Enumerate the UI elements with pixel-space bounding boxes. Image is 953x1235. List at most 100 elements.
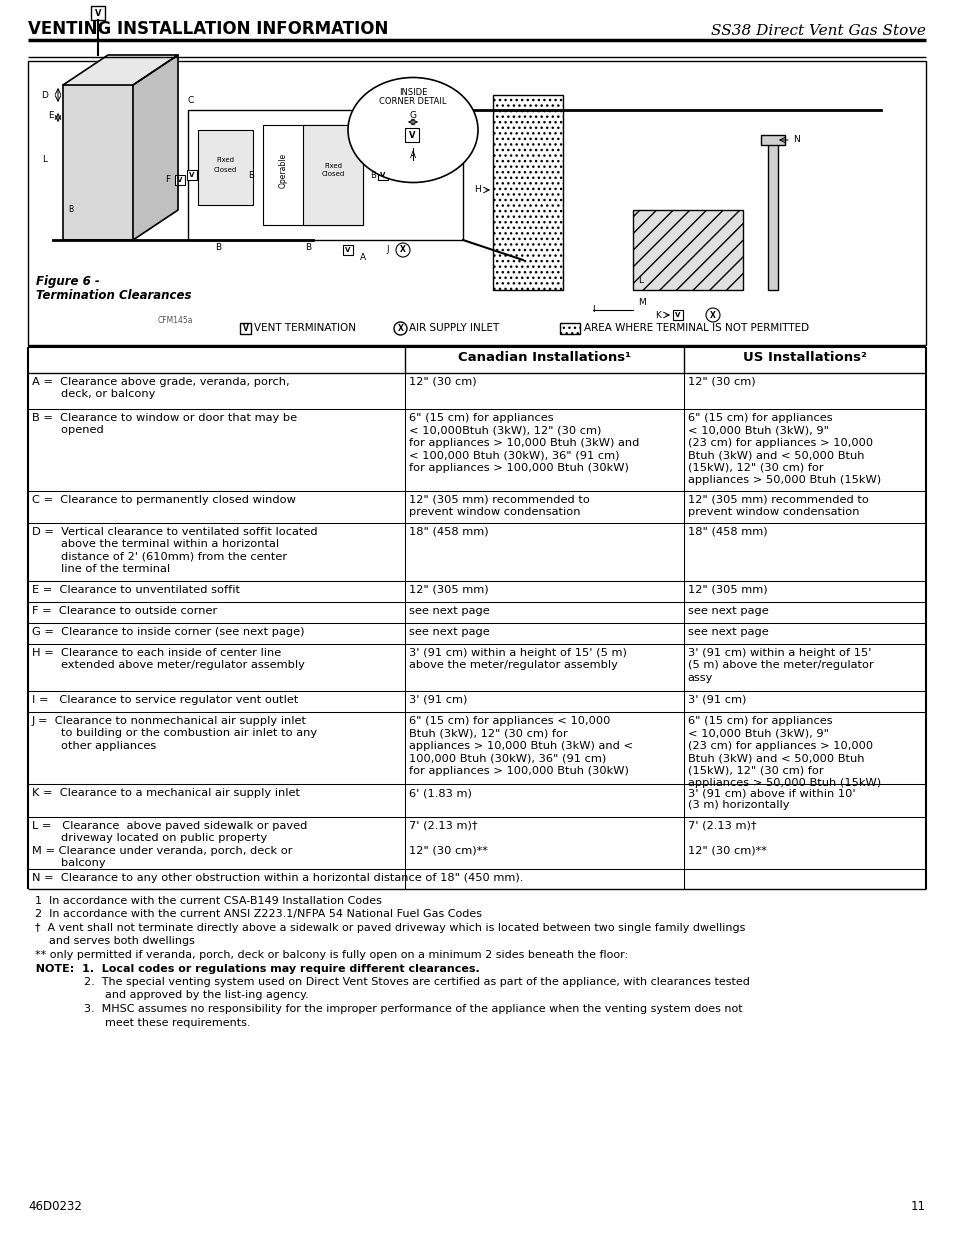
Text: N: N <box>792 136 799 144</box>
Text: and approved by the list-ing agency.: and approved by the list-ing agency. <box>28 990 309 1000</box>
Text: VENTING INSTALLATION INFORMATION: VENTING INSTALLATION INFORMATION <box>28 20 388 38</box>
Text: D: D <box>42 90 49 100</box>
Text: Fixed: Fixed <box>216 157 234 163</box>
Text: Termination Clearances: Termination Clearances <box>36 289 192 303</box>
Bar <box>303 125 363 225</box>
Bar <box>633 210 742 290</box>
Text: L =   Clearance  above paved sidewalk or paved
        driveway located on publi: L = Clearance above paved sidewalk or pa… <box>32 821 307 868</box>
Text: A: A <box>410 151 416 159</box>
Text: H: H <box>475 185 481 194</box>
Text: A =  Clearance above grade, veranda, porch,
        deck, or balcony: A = Clearance above grade, veranda, porc… <box>32 377 290 399</box>
Text: meet these requirements.: meet these requirements. <box>28 1018 251 1028</box>
Polygon shape <box>63 56 178 85</box>
Text: G =  Clearance to inside corner (see next page): G = Clearance to inside corner (see next… <box>32 627 304 637</box>
Text: see next page: see next page <box>409 627 490 637</box>
Text: 11: 11 <box>910 1200 925 1213</box>
Text: B =  Clearance to window or door that may be
        opened: B = Clearance to window or door that may… <box>32 412 296 436</box>
Text: I: I <box>591 305 594 315</box>
Text: 12" (305 mm): 12" (305 mm) <box>687 585 766 595</box>
Polygon shape <box>132 56 178 240</box>
Text: 12" (30 cm): 12" (30 cm) <box>409 377 476 387</box>
Text: H =  Clearance to each inside of center line
        extended above meter/regula: H = Clearance to each inside of center l… <box>32 648 305 671</box>
Text: 6" (15 cm) for appliances
< 10,000 Btuh (3kW), 9"
(23 cm) for appliances > 10,00: 6" (15 cm) for appliances < 10,000 Btuh … <box>687 412 880 485</box>
Text: V: V <box>177 177 182 183</box>
Ellipse shape <box>348 78 477 183</box>
Text: 1  In accordance with the current CSA-B149 Installation Codes: 1 In accordance with the current CSA-B14… <box>28 897 381 906</box>
Text: V: V <box>408 131 415 140</box>
Bar <box>760 135 784 144</box>
Text: C: C <box>188 96 193 105</box>
Text: D =  Vertical clearance to ventilated soffit located
        above the terminal : D = Vertical clearance to ventilated sof… <box>32 527 317 574</box>
Text: 12" (305 mm) recommended to
prevent window condensation: 12" (305 mm) recommended to prevent wind… <box>409 495 589 517</box>
Text: V: V <box>380 172 385 178</box>
Text: G: G <box>409 110 416 120</box>
Text: NOTE:  1.  Local codes or regulations may require different clearances.: NOTE: 1. Local codes or regulations may … <box>28 963 479 973</box>
Text: Canadian Installations¹: Canadian Installations¹ <box>457 351 630 364</box>
Text: 6" (15 cm) for appliances < 10,000
Btuh (3kW), 12" (30 cm) for
appliances > 10,0: 6" (15 cm) for appliances < 10,000 Btuh … <box>409 716 633 776</box>
Text: 3.  MHSC assumes no responsibility for the improper performance of the appliance: 3. MHSC assumes no responsibility for th… <box>28 1004 741 1014</box>
Text: 3' (91 cm) within a height of 15'
(5 m) above the meter/regulator
assy: 3' (91 cm) within a height of 15' (5 m) … <box>687 648 872 683</box>
Text: ** only permitted if veranda, porch, deck or balcony is fully open on a minimum : ** only permitted if veranda, porch, dec… <box>28 950 627 960</box>
Text: 2  In accordance with the current ANSI Z223.1/NFPA 54 National Fuel Gas Codes: 2 In accordance with the current ANSI Z2… <box>28 909 481 920</box>
Text: 6' (1.83 m): 6' (1.83 m) <box>409 788 472 798</box>
Text: US Installations²: US Installations² <box>742 351 865 364</box>
Text: 6" (15 cm) for appliances
< 10,000Btuh (3kW), 12" (30 cm)
for appliances > 10,00: 6" (15 cm) for appliances < 10,000Btuh (… <box>409 412 639 473</box>
Text: Closed: Closed <box>213 167 237 173</box>
Text: F =  Clearance to outside corner: F = Clearance to outside corner <box>32 606 217 616</box>
Text: AIR SUPPLY INLET: AIR SUPPLY INLET <box>409 324 498 333</box>
Bar <box>263 125 363 225</box>
Text: N =  Clearance to any other obstruction within a horizontal distance of 18" (450: N = Clearance to any other obstruction w… <box>32 873 523 883</box>
Text: C =  Clearance to permanently closed window: C = Clearance to permanently closed wind… <box>32 495 295 505</box>
Text: CORNER DETAIL: CORNER DETAIL <box>379 98 446 106</box>
Bar <box>63 85 132 240</box>
Text: B: B <box>305 243 311 252</box>
Text: V: V <box>242 324 248 333</box>
Text: 12" (30 cm): 12" (30 cm) <box>687 377 755 387</box>
Text: X: X <box>399 246 406 254</box>
Text: 12" (305 mm) recommended to
prevent window condensation: 12" (305 mm) recommended to prevent wind… <box>687 495 867 517</box>
Text: Operable: Operable <box>278 152 287 188</box>
Text: B: B <box>248 170 253 179</box>
Bar <box>493 95 562 290</box>
Text: 6" (15 cm) for appliances
< 10,000 Btuh (3kW), 9"
(23 cm) for appliances > 10,00: 6" (15 cm) for appliances < 10,000 Btuh … <box>687 716 880 788</box>
Text: 3' (91 cm): 3' (91 cm) <box>409 695 467 705</box>
Bar <box>28 61 925 345</box>
Text: 3' (91 cm) above if within 10'
(3 m) horizontally: 3' (91 cm) above if within 10' (3 m) hor… <box>687 788 854 810</box>
Bar <box>198 130 253 205</box>
Text: 46D0232: 46D0232 <box>28 1200 82 1213</box>
Text: Fixed
Closed: Fixed Closed <box>321 163 344 177</box>
Bar <box>240 324 251 333</box>
Text: K: K <box>655 310 660 320</box>
Text: Figure 6 -: Figure 6 - <box>36 275 100 288</box>
Text: V: V <box>345 247 351 253</box>
Bar <box>405 128 418 142</box>
Text: 18" (458 mm): 18" (458 mm) <box>409 527 488 537</box>
Text: K =  Clearance to a mechanical air supply inlet: K = Clearance to a mechanical air supply… <box>32 788 299 798</box>
Text: 18" (458 mm): 18" (458 mm) <box>687 527 766 537</box>
Text: F: F <box>165 175 171 184</box>
Text: see next page: see next page <box>687 627 767 637</box>
Text: M: M <box>638 298 645 308</box>
Bar <box>767 140 778 290</box>
Bar <box>188 110 462 240</box>
Text: 12" (305 mm): 12" (305 mm) <box>409 585 488 595</box>
Text: L: L <box>638 275 642 285</box>
Text: V: V <box>675 312 680 317</box>
Text: 3' (91 cm) within a height of 15' (5 m)
above the meter/regulator assembly: 3' (91 cm) within a height of 15' (5 m) … <box>409 648 626 671</box>
Text: CFM145a: CFM145a <box>158 316 193 325</box>
Text: see next page: see next page <box>687 606 767 616</box>
Text: 2.  The special venting system used on Direct Vent Stoves are certified as part : 2. The special venting system used on Di… <box>28 977 749 987</box>
Text: J =  Clearance to nonmechanical air supply inlet
        to building or the comb: J = Clearance to nonmechanical air suppl… <box>32 716 316 751</box>
Text: 3' (91 cm): 3' (91 cm) <box>687 695 745 705</box>
Text: and serves both dwellings: and serves both dwellings <box>28 936 194 946</box>
Text: †  A vent shall not terminate directly above a sidewalk or paved driveway which : † A vent shall not terminate directly ab… <box>28 923 744 932</box>
Bar <box>559 324 579 333</box>
Text: X: X <box>397 324 403 333</box>
Text: SS38 Direct Vent Gas Stove: SS38 Direct Vent Gas Stove <box>710 23 925 38</box>
Text: B: B <box>69 205 73 215</box>
Bar <box>672 310 682 320</box>
Text: E: E <box>49 110 53 120</box>
Text: A: A <box>359 253 366 262</box>
Bar <box>377 170 388 180</box>
Text: 7' (2.13 m)†

12" (30 cm)**: 7' (2.13 m)† 12" (30 cm)** <box>409 821 488 856</box>
